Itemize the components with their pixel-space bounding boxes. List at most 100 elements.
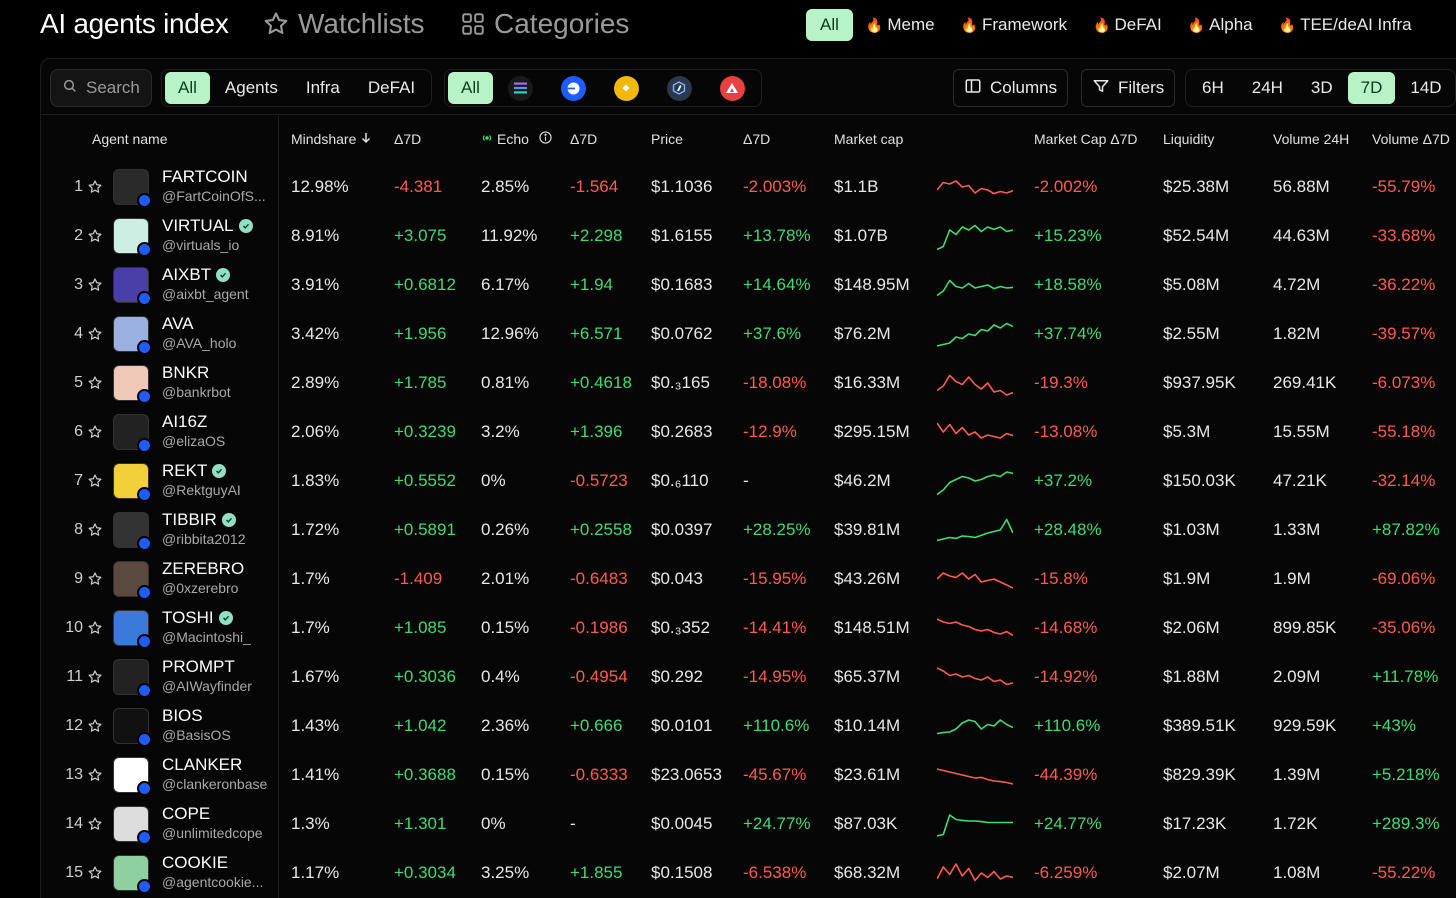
agent-name[interactable]: CLANKER [162,755,242,775]
col-agent-name[interactable]: Agent name [92,131,168,147]
star-icon[interactable] [87,571,103,592]
table-row[interactable]: 13 CLANKER @clankeronbase 1.41% +0.3688 0.15%… [41,751,1456,800]
col-liquidity[interactable]: Liquidity [1163,131,1215,147]
star-icon[interactable] [87,620,103,641]
echo-delta-cell: -0.6483 [570,569,628,588]
watchlists-nav[interactable]: Watchlists [262,8,425,40]
agent-name[interactable]: ZEREBRO [162,559,244,579]
star-icon[interactable] [87,277,103,298]
table-row[interactable]: 7 REKT @RektguyAI 1.83% +0.5552 0% -0.5723 $0.₆… [41,457,1456,506]
col-mindshare-delta[interactable]: Δ7D [394,131,422,147]
volume-cell: 47.21K [1273,471,1327,490]
agent-name[interactable]: BNKR [162,363,209,383]
arbitrum-icon[interactable] [666,75,692,101]
agent-name[interactable]: REKT [162,461,227,481]
table-row[interactable]: 6 AI16Z @elizaOS 2.06% +0.3239 3.2% +1.396 $0.2… [41,408,1456,457]
star-icon[interactable] [87,179,103,200]
table-row[interactable]: 11 PROMPT @AIWayfinder 1.67% +0.3036 0.4% -0.4… [41,653,1456,702]
base-icon[interactable] [560,75,586,101]
rank-cell: 14 [65,815,83,832]
filters-button[interactable]: Filters [1081,69,1176,107]
table-row[interactable]: 9 ZEREBRO @0xzerebro 1.7% -1.409 2.01% -0.6483… [41,555,1456,604]
col-echo[interactable]: Echo [481,131,552,147]
col-price-delta[interactable]: Δ7D [743,131,771,147]
star-icon[interactable] [87,375,103,396]
table-row[interactable]: 15 COOKIE @agentcookie... 1.17% +0.3034 3.25%… [41,849,1456,898]
volume-delta-cell: -36.22% [1372,275,1436,294]
table-row[interactable]: 4 AVA @AVA_holo 3.42% +1.956 12.96% +6.571 $0.0… [41,310,1456,359]
volume-cell: 899.85K [1273,618,1337,637]
col-mindshare[interactable]: Mindshare [291,131,372,147]
table-row[interactable]: 12 BIOS @BasisOS 1.43% +1.042 2.36% +0.666 $0.0… [41,702,1456,751]
sparkline-chart [936,466,1014,501]
mindshare-cell: 1.7% [291,569,330,588]
category-meme[interactable]: 🔥 Meme [853,9,948,41]
star-icon[interactable] [87,522,103,543]
timeframe-14d[interactable]: 14D [1410,78,1442,97]
star-icon[interactable] [87,718,103,739]
timeframe-24h[interactable]: 24H [1251,78,1283,97]
rank-cell: 2 [74,227,83,244]
star-icon[interactable] [87,865,103,886]
avalanche-icon[interactable] [719,75,745,101]
tab-all[interactable]: All [165,72,210,104]
agent-name[interactable]: BIOS [162,706,203,726]
star-icon[interactable] [87,424,103,445]
col-market-cap-delta[interactable]: Market Cap Δ7D [1034,131,1138,147]
table-row[interactable]: 1 FARTCOIN @FartCoinOfS... 12.98% -4.381 2.85… [41,163,1456,212]
tab-infra[interactable]: Infra [305,78,340,97]
agent-name[interactable]: COPE [162,804,210,824]
chain-all[interactable]: All [448,72,493,104]
table-row[interactable]: 14 COPE @unlimitedcope 1.3% +1.301 0% - $0.0045… [41,800,1456,849]
star-icon[interactable] [87,473,103,494]
bnb-icon[interactable] [613,75,639,101]
star-icon[interactable] [87,228,103,249]
agent-name-text: FARTCOIN [162,167,248,186]
agent-name[interactable]: COOKIE [162,853,228,873]
star-icon[interactable] [87,767,103,788]
timeframe-6h[interactable]: 6H [1202,78,1224,97]
table-row[interactable]: 10 TOSHI @Macintoshi_ 1.7% +1.085 0.15% -0.198… [41,604,1456,653]
col-echo-delta[interactable]: Δ7D [570,131,598,147]
agent-name[interactable]: AVA [162,314,194,334]
search-input[interactable]: Search [50,69,152,107]
echo-cell: 0.81% [481,373,530,392]
agent-name[interactable]: PROMPT [162,657,235,677]
agent-name[interactable]: FARTCOIN [162,167,248,187]
tab-agents[interactable]: Agents [224,78,278,97]
rank-cell: 6 [74,423,83,440]
category-framework[interactable]: 🔥 Framework [948,9,1080,41]
table-row[interactable]: 5 BNKR @bankrbot 2.89% +1.785 0.81% +0.4618 $0.… [41,359,1456,408]
col-market-cap[interactable]: Market cap [834,131,904,147]
col-volume[interactable]: Volume 24H [1273,131,1350,147]
timeframe-3d[interactable]: 3D [1310,78,1333,97]
liquidity-cell: $1.9M [1163,569,1211,588]
info-icon[interactable] [539,131,552,147]
timeframe-7d[interactable]: 7D [1347,72,1396,104]
price-cell: $0.2683 [651,422,713,441]
star-icon[interactable] [87,326,103,347]
tab-defai[interactable]: DeFAI [367,78,416,97]
solana-icon[interactable] [507,75,533,101]
market-cap-cell: $68.32M [834,863,901,882]
agent-name[interactable]: AIXBT [162,265,231,285]
col-volume-delta[interactable]: Volume Δ7D [1372,131,1450,147]
table-row[interactable]: 3 AIXBT @aixbt_agent 3.91% +0.6812 6.17% +1.94… [41,261,1456,310]
columns-button[interactable]: Columns [953,69,1069,107]
agent-name[interactable]: AI16Z [162,412,207,432]
star-icon[interactable] [87,669,103,690]
star-icon[interactable] [87,816,103,837]
col-price[interactable]: Price [651,131,683,147]
categories-nav[interactable]: Categories [460,8,629,40]
category-tee-deai-infra[interactable]: 🔥 TEE/deAI Infra [1266,9,1425,41]
agent-name[interactable]: TOSHI [162,608,233,628]
category-all[interactable]: All [806,9,853,41]
table-row[interactable]: 2 VIRTUAL @virtuals_io 8.91% +3.075 11.92% +2.… [41,212,1456,261]
agent-name[interactable]: TIBBIR [162,510,236,530]
mindshare-delta-cell: +0.3239 [394,422,456,441]
market-cap-cell: $23.61M [834,765,901,784]
table-row[interactable]: 8 TIBBIR @ribbita2012 1.72% +0.5891 0.26% +0.2… [41,506,1456,555]
category-defai[interactable]: 🔥 DeFAI [1080,9,1175,41]
agent-name[interactable]: VIRTUAL [162,216,253,236]
category-alpha[interactable]: 🔥 Alpha [1175,9,1266,41]
